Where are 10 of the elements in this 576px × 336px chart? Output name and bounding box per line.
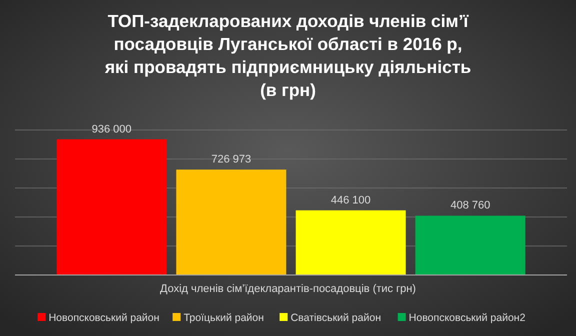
x-axis-title: Дохід членів сім’їдекларантів-посадовців (тис грн) <box>160 283 416 295</box>
data-label: 726 973 <box>211 154 252 166</box>
chart-title: ТОП-задекларованих доходів членів сім’ї посадовців Луганської області в 2016 р, які провадять підприємницьку діяльність (в грн) <box>104 11 472 100</box>
legend-label: Новопсковський район <box>48 312 160 324</box>
legend-label: Новопсковський район2 <box>408 312 526 324</box>
data-label: 936 000 <box>92 123 132 136</box>
legend-label: Троїцький район <box>184 312 264 324</box>
data-label: 446 100 <box>330 194 371 206</box>
legend-label: Сватівський район <box>290 312 382 324</box>
data-label: 408 760 <box>450 200 490 212</box>
